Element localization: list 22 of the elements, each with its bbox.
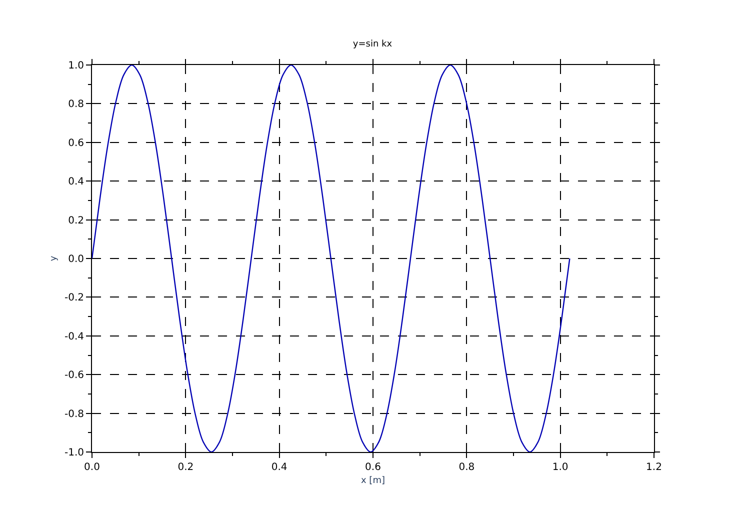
y-tick-label: -0.8 (64, 408, 84, 420)
x-axis-title: x [m] (361, 476, 385, 486)
x-tick-label: 1.2 (646, 462, 662, 473)
y-axis-title: y (48, 255, 59, 262)
x-tick-label: 0.0 (84, 462, 100, 473)
y-tick-label: 1.0 (68, 60, 84, 72)
y-tick-label: 0.8 (68, 99, 84, 110)
y-tick-label: -1.0 (64, 448, 84, 458)
x-tick-label: 0.4 (271, 462, 288, 473)
y-tick-label: 0.4 (68, 176, 84, 188)
x-tick-label: 0.6 (365, 462, 381, 473)
chart-title: y=sin kx (352, 40, 393, 50)
y-tick-label: 0.6 (68, 138, 84, 149)
y-tick-label: 0.0 (68, 254, 84, 265)
x-tick-label: 0.8 (458, 462, 475, 473)
y-tick-label: -0.2 (64, 292, 84, 304)
x-tick-label: 0.2 (178, 462, 194, 473)
x-tick-label: 1.0 (552, 462, 568, 473)
y-tick-label: 0.2 (68, 215, 84, 226)
y-tick-label: -0.6 (64, 370, 84, 382)
y-tick-label: -0.4 (64, 331, 84, 342)
line-series (92, 65, 570, 452)
